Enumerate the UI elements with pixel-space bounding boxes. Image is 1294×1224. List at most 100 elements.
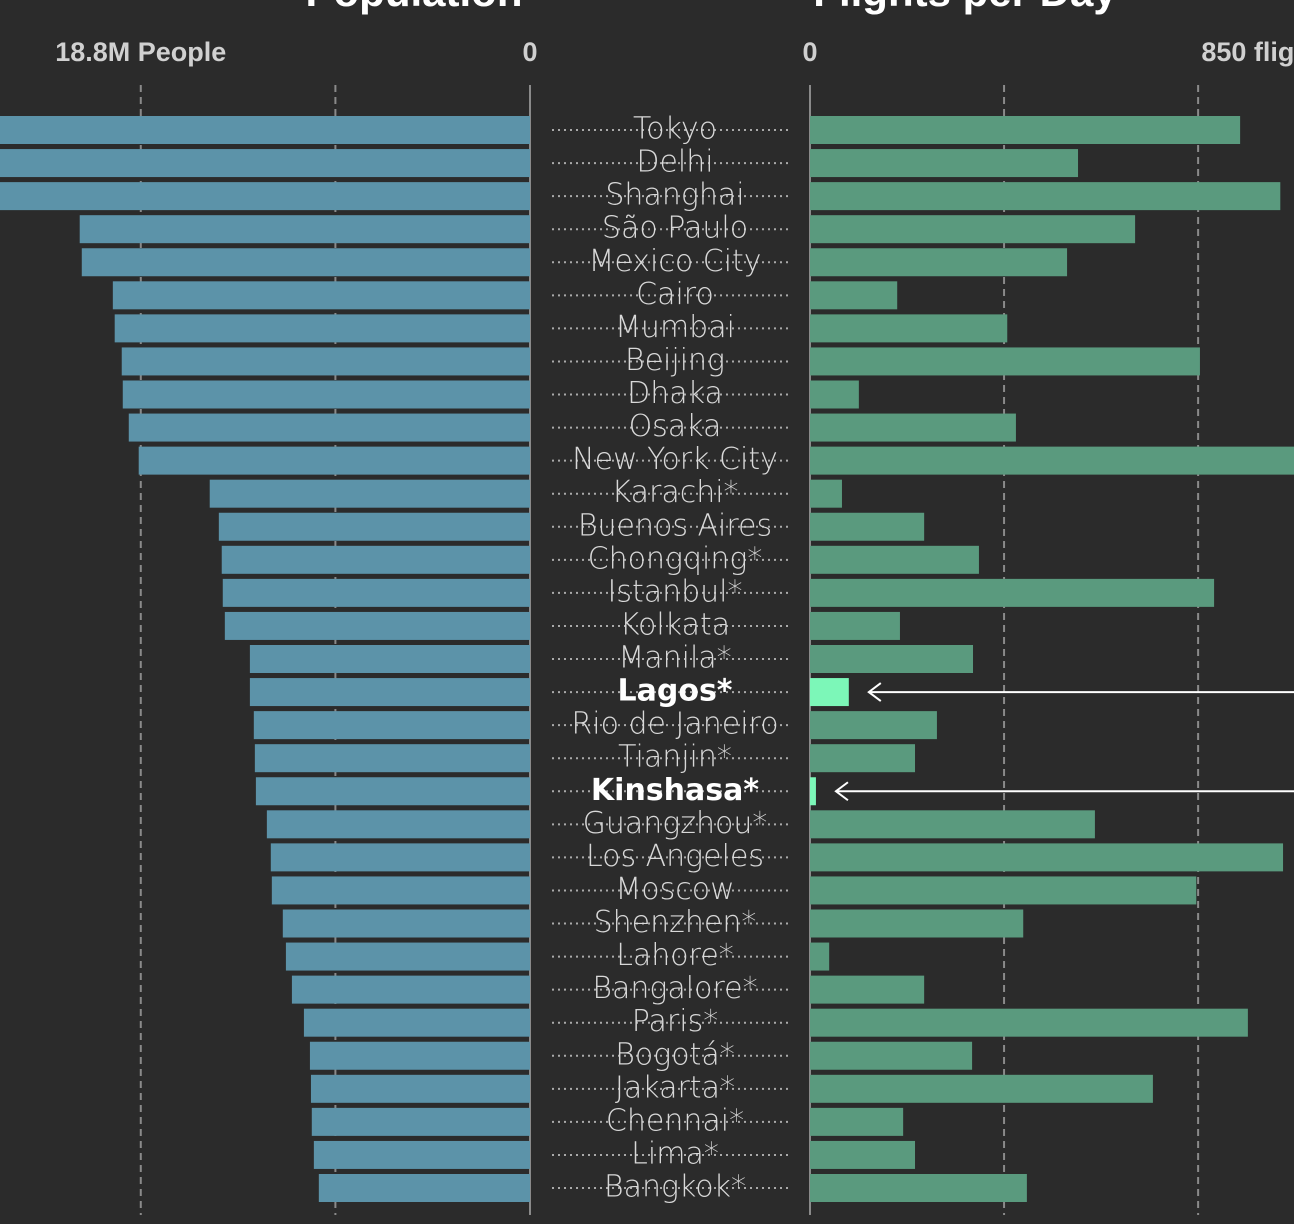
bar (0, 182, 530, 211)
bar (810, 942, 830, 971)
bar (810, 512, 925, 541)
bar (810, 843, 1284, 872)
category-label: Cairo (636, 277, 714, 312)
bar (810, 876, 1197, 905)
bar (810, 149, 1079, 178)
x-tick-label: 0 (802, 37, 817, 67)
bar (810, 678, 849, 707)
bar (271, 876, 530, 905)
category-label: Mumbai (615, 310, 735, 345)
bar (224, 611, 530, 640)
category-label: Istanbul* (607, 574, 742, 609)
bar (810, 711, 937, 740)
bar (291, 975, 530, 1004)
bar (810, 1107, 904, 1136)
bar (114, 314, 530, 343)
category-label: Los Angeles (586, 839, 764, 874)
bar (318, 1174, 530, 1202)
bar (253, 711, 530, 740)
category-label: Lagos* (618, 674, 733, 709)
category-label: New York City (572, 442, 778, 477)
bar (303, 1008, 530, 1037)
bar (309, 1041, 530, 1070)
category-label: Moscow (615, 872, 734, 907)
bar (128, 413, 530, 442)
category-label: Delhi (636, 145, 713, 180)
bar (221, 545, 530, 574)
bar (810, 645, 974, 673)
category-label: Bogotá* (615, 1037, 735, 1072)
category-label: Beijing (625, 343, 725, 378)
x-tick-label: 850 flights (1201, 37, 1294, 67)
bar (810, 744, 916, 773)
bar (810, 380, 859, 409)
bar (209, 479, 530, 508)
bar (0, 149, 530, 178)
category-label: Buenos Aires (578, 508, 772, 543)
bar (810, 1140, 916, 1169)
category-label: Bangkok* (604, 1170, 746, 1205)
category-label: Shenzhen* (594, 905, 757, 940)
bar (810, 479, 842, 508)
bar (810, 909, 1024, 938)
left-title: Population (306, 0, 523, 15)
category-label: Mexico City (588, 244, 761, 279)
bar (810, 777, 816, 806)
bar (810, 578, 1215, 607)
bar (810, 810, 1095, 839)
bar (218, 512, 530, 541)
bar (282, 909, 530, 938)
bar (112, 281, 530, 310)
bar (249, 678, 530, 707)
bar (810, 248, 1068, 277)
category-label: Chongqing* (588, 541, 763, 576)
right-title: Flights per Day (813, 0, 1117, 15)
bar (810, 116, 1241, 144)
bar (266, 810, 530, 839)
category-label: Kolkata (620, 607, 730, 642)
category-label: Guangzhou* (583, 806, 768, 841)
category-label: Lahore* (616, 938, 734, 973)
category-label: São Paulo (602, 211, 748, 246)
bar (249, 645, 530, 673)
bar (810, 545, 979, 574)
category-label: Shanghai (605, 178, 744, 213)
category-label: Tianjin* (618, 740, 732, 775)
bar (810, 1041, 973, 1070)
bar (313, 1140, 530, 1169)
bar (138, 446, 530, 475)
category-label: Dhaka (627, 376, 723, 411)
bar (810, 1008, 1248, 1037)
x-tick-label: 18.8M People (55, 37, 226, 67)
bar (810, 182, 1281, 211)
bar (810, 1174, 1027, 1202)
category-label: Osaka (629, 409, 722, 444)
bar (311, 1107, 530, 1136)
bar (310, 1074, 530, 1103)
category-label: Lima* (631, 1136, 719, 1171)
category-label: Tokyo (633, 112, 717, 147)
x-tick-label: 0 (522, 37, 537, 67)
category-label: Rio de Janeiro (571, 707, 778, 742)
bar (810, 281, 898, 310)
category-label: Paris* (632, 1004, 718, 1039)
bar (810, 975, 925, 1004)
bar (810, 1074, 1153, 1103)
bar (810, 215, 1136, 244)
category-label: Jakarta* (615, 1070, 735, 1105)
bar (255, 777, 530, 806)
bar (121, 347, 530, 376)
bar (810, 446, 1294, 475)
category-label: Manila* (618, 641, 731, 676)
bar (270, 843, 530, 872)
bar (254, 744, 530, 773)
bar (285, 942, 530, 971)
category-label: Karachi* (611, 475, 738, 510)
bar (79, 215, 530, 244)
category-label: Chennai* (606, 1103, 744, 1138)
bar (0, 116, 530, 144)
bar (81, 248, 530, 277)
arrow-head (867, 682, 882, 702)
bar (122, 380, 530, 409)
